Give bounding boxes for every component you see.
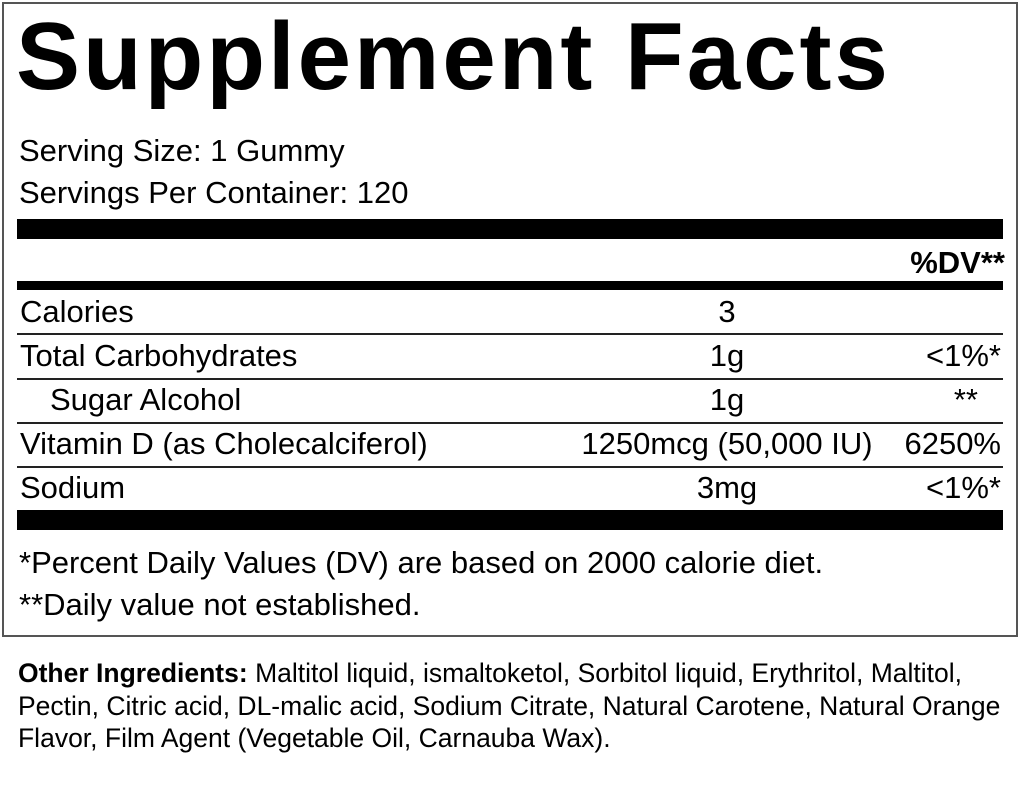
nutrient-row: Sodium 3mg <1%* (17, 466, 1003, 510)
row-divider (17, 378, 1003, 380)
row-divider (17, 333, 1003, 335)
other-ingredients-text: Maltitol liquid, ismaltoketol, Sorbitol … (18, 658, 1001, 753)
nutrient-name: Total Carbohydrates (20, 338, 298, 373)
footnote: *Percent Daily Values (DV) are based on … (19, 545, 824, 580)
nutrient-dv: <1%* (926, 470, 1001, 505)
nutrient-name: Vitamin D (as Cholecalciferol) (20, 426, 428, 461)
dv-header: %DV** (910, 245, 1005, 280)
nutrient-amount: 1g (709, 338, 745, 373)
nutrient-name: Sugar Alcohol (50, 382, 242, 417)
nutrient-dv: <1%* (926, 338, 1001, 373)
thick-divider (17, 510, 1003, 530)
nutrient-amount: 3mg (696, 470, 758, 505)
row-divider (17, 422, 1003, 424)
other-ingredients-label: Other Ingredients: (18, 658, 248, 688)
nutrient-name: Calories (20, 294, 134, 329)
row-divider (17, 466, 1003, 468)
nutrient-amount: 1250mcg (50,000 IU) (581, 426, 873, 461)
nutrient-row: Sugar Alcohol 1g ** (17, 378, 1003, 422)
facts-panel (2, 2, 1018, 637)
nutrient-row: Calories 3 (17, 290, 1003, 334)
nutrient-row: Total Carbohydrates 1g <1%* (17, 334, 1003, 378)
nutrient-amount: 3 (718, 294, 736, 329)
nutrient-row: Vitamin D (as Cholecalciferol) 1250mcg (… (17, 422, 1003, 466)
other-ingredients: Other Ingredients: Maltitol liquid, isma… (18, 657, 1008, 755)
footnote: **Daily value not established. (19, 587, 421, 622)
panel-title: Supplement Facts (16, 3, 891, 110)
nutrient-name: Sodium (20, 470, 126, 505)
nutrient-amount: 1g (709, 382, 745, 417)
medium-divider (17, 281, 1003, 290)
nutrient-dv: 6250% (904, 426, 1001, 461)
thick-divider (17, 219, 1003, 239)
nutrient-dv: ** (953, 382, 978, 417)
serving-size: Serving Size: 1 Gummy (19, 133, 345, 168)
servings-per-container: Servings Per Container: 120 (19, 175, 409, 210)
